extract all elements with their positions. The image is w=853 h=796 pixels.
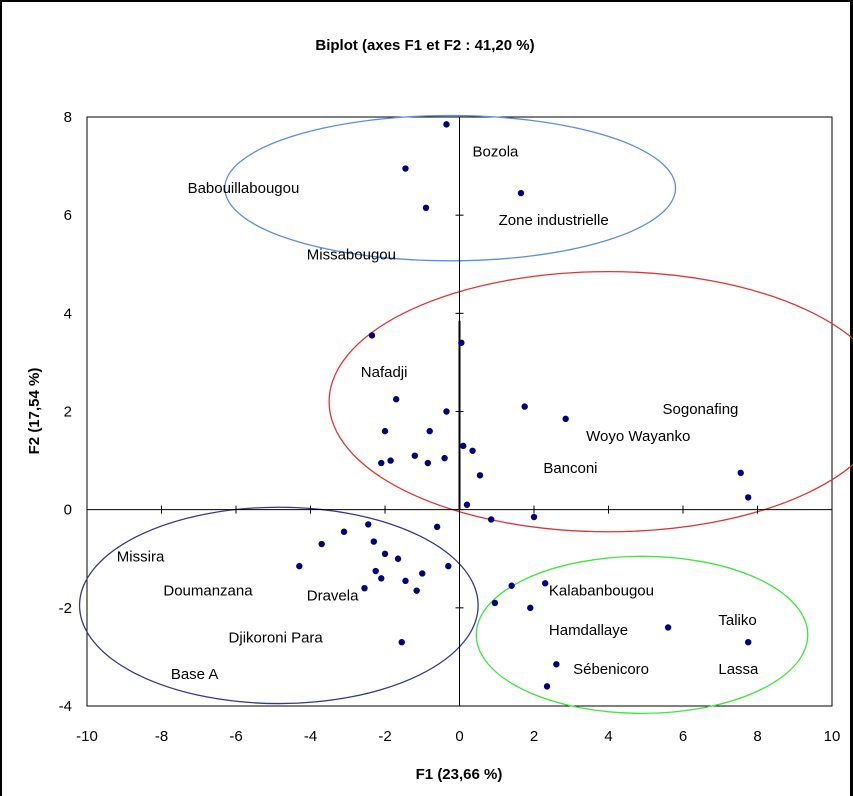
- x-tick-label: 6: [679, 728, 687, 745]
- point-labels: Bozola Babouillabougou Zone industrielle Mi…: [117, 143, 759, 683]
- y-tick-label: -4: [59, 698, 72, 715]
- scatter-point: [517, 189, 525, 197]
- y-tick-label: 4: [64, 305, 72, 322]
- scatter-point: [419, 570, 426, 577]
- scatter-point: [378, 459, 385, 467]
- scatter-point: [361, 585, 368, 592]
- point-label: Dravela: [307, 588, 359, 605]
- scatter-point: [381, 550, 389, 558]
- scatter-point: [394, 555, 402, 562]
- point-label: Banconi: [543, 460, 597, 477]
- point-label: Djikoroni Para: [229, 629, 324, 646]
- scatter-point: [463, 501, 471, 508]
- scatter-point: [370, 538, 378, 545]
- scatter-point: [424, 459, 432, 467]
- scatter-point: [441, 454, 448, 462]
- scatter-point: [543, 683, 551, 690]
- data-points: [296, 121, 752, 690]
- point-label: Sébenicoro: [573, 661, 649, 678]
- scatter-point: [553, 661, 560, 668]
- scatter-point: [381, 427, 389, 435]
- x-tick-label: -4: [304, 728, 317, 745]
- scatter-point: [368, 332, 376, 339]
- scatter-point: [413, 587, 420, 594]
- x-axis-label: F1 (23,66 %): [416, 766, 503, 783]
- scatter-point: [443, 121, 450, 128]
- scatter-point: [487, 516, 495, 523]
- x-tick-label: -10: [76, 728, 98, 745]
- point-label: Kalabanbougou: [549, 583, 654, 600]
- point-label: Bozola: [473, 143, 520, 160]
- scatter-point: [402, 577, 409, 585]
- scatter-point: [458, 339, 465, 346]
- y-tick-label: -2: [59, 600, 72, 617]
- x-tick-label: -6: [229, 728, 242, 745]
- point-label: Hamdallaye: [549, 622, 628, 639]
- point-label: Woyo Wayanko: [586, 428, 690, 445]
- point-label: Nafadji: [361, 364, 408, 381]
- point-label: Doumanzana: [163, 583, 253, 600]
- point-label: Sogonafing: [663, 401, 739, 418]
- scatter-point: [508, 582, 515, 589]
- scatter-point: [402, 165, 409, 172]
- point-label: Lassa: [718, 661, 759, 678]
- y-axis-label: F2 (17,54 %): [26, 368, 43, 455]
- x-tick-label: 4: [604, 728, 612, 745]
- scatter-point: [378, 575, 385, 582]
- scatter-point: [460, 442, 467, 450]
- scatter-point: [445, 562, 452, 570]
- scatter-point: [541, 580, 549, 587]
- x-tick-label: -2: [378, 728, 391, 745]
- x-tick-label: 10: [824, 728, 841, 745]
- scatter-point: [392, 396, 400, 403]
- scatter-point: [737, 469, 744, 477]
- scatter-point: [744, 638, 752, 646]
- scatter-point: [372, 567, 379, 575]
- scatter-point: [411, 452, 418, 459]
- y-tick-label: 8: [64, 109, 72, 126]
- scatter-point: [426, 427, 433, 435]
- scatter-point: [562, 415, 569, 423]
- tick-labels: -10 -8 -6 -4 -2 0 2 4 6 8 10 -4 -2 0 2 4 6 8: [59, 109, 841, 745]
- y-tick-label: 0: [64, 502, 72, 519]
- scatter-point: [365, 521, 372, 528]
- x-tick-label: 2: [530, 728, 538, 745]
- cluster-ellipse-3: [78, 506, 479, 705]
- scatter-point: [491, 599, 499, 607]
- x-tick-label: -8: [155, 728, 168, 745]
- cluster-ellipse-2: [328, 271, 853, 533]
- scatter-point: [664, 624, 672, 631]
- scatter-point: [340, 528, 348, 535]
- x-tick-label: 0: [455, 728, 463, 745]
- point-label: Babouillabougou: [188, 180, 300, 197]
- scatter-point: [433, 523, 441, 531]
- cluster-ellipse-1: [224, 114, 677, 262]
- point-label: Zone industrielle: [499, 212, 609, 229]
- scatter-point: [387, 457, 394, 464]
- scatter-point: [527, 604, 534, 612]
- scatter-point: [521, 403, 528, 410]
- y-tick-label: 2: [64, 404, 72, 421]
- point-label: Missabougou: [307, 246, 396, 263]
- scatter-point: [744, 494, 752, 501]
- scatter-point: [476, 472, 484, 479]
- axes: [86, 116, 833, 707]
- scatter-point: [398, 638, 405, 646]
- scatter-point: [422, 204, 430, 212]
- point-label: Base A: [171, 666, 219, 683]
- scatter-point: [296, 562, 303, 570]
- y-tick-label: 6: [64, 207, 72, 224]
- scatter-point: [469, 447, 476, 454]
- scatter-point: [318, 540, 325, 548]
- point-label: Taliko: [718, 612, 756, 629]
- point-label: Missira: [117, 548, 165, 565]
- chart-title: Biplot (axes F1 et F2 : 41,20 %): [315, 37, 534, 54]
- cluster-ellipses: [78, 114, 853, 715]
- scatter-point: [530, 513, 538, 521]
- cluster-ellipse-4: [475, 555, 809, 715]
- x-tick-label: 8: [753, 728, 761, 745]
- scatter-point: [443, 408, 450, 415]
